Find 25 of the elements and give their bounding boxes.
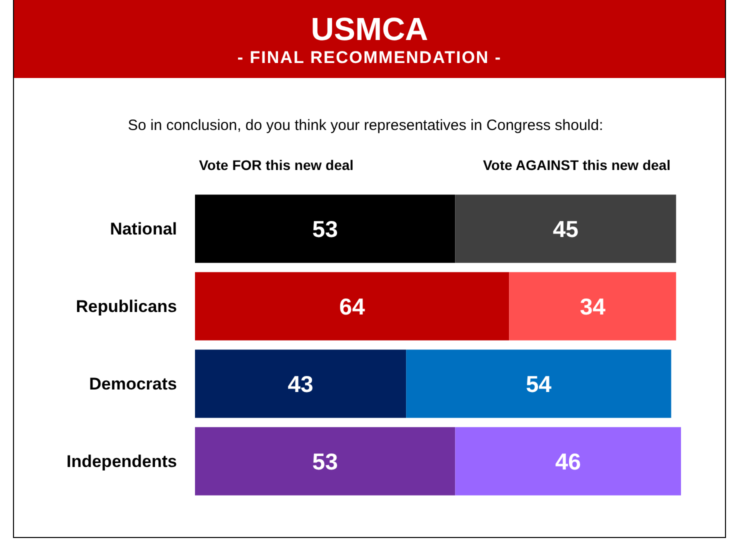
data-label: 64 bbox=[339, 293, 366, 320]
chart-title: USMCA bbox=[310, 11, 430, 47]
data-label: 53 bbox=[312, 448, 338, 474]
y-tick-label: National bbox=[110, 219, 177, 238]
data-label: 54 bbox=[526, 370, 552, 397]
bar bbox=[195, 350, 406, 418]
bar bbox=[195, 272, 510, 340]
bar bbox=[195, 194, 456, 263]
data-label: 45 bbox=[552, 216, 579, 242]
chart-subtitle: - FINAL RECOMMENDATION - bbox=[236, 48, 503, 68]
data-label: 43 bbox=[288, 370, 314, 397]
data-label: 53 bbox=[312, 216, 338, 242]
bar bbox=[406, 350, 672, 418]
text: So in conclusion, do you think your representatives in Congress should: bbox=[126, 117, 604, 134]
series-label: Vote AGAINST this new deal bbox=[483, 157, 670, 173]
data-label: 46 bbox=[555, 448, 581, 474]
bar bbox=[455, 194, 676, 263]
y-tick-label: Independents bbox=[66, 452, 177, 471]
y-tick-label: Republicans bbox=[76, 296, 177, 316]
bar bbox=[195, 427, 456, 496]
bar bbox=[509, 272, 676, 340]
series-label: Vote FOR this new deal bbox=[199, 157, 354, 173]
y-tick-label: Democrats bbox=[89, 374, 177, 394]
bar bbox=[455, 427, 681, 496]
data-label: 34 bbox=[580, 293, 606, 320]
